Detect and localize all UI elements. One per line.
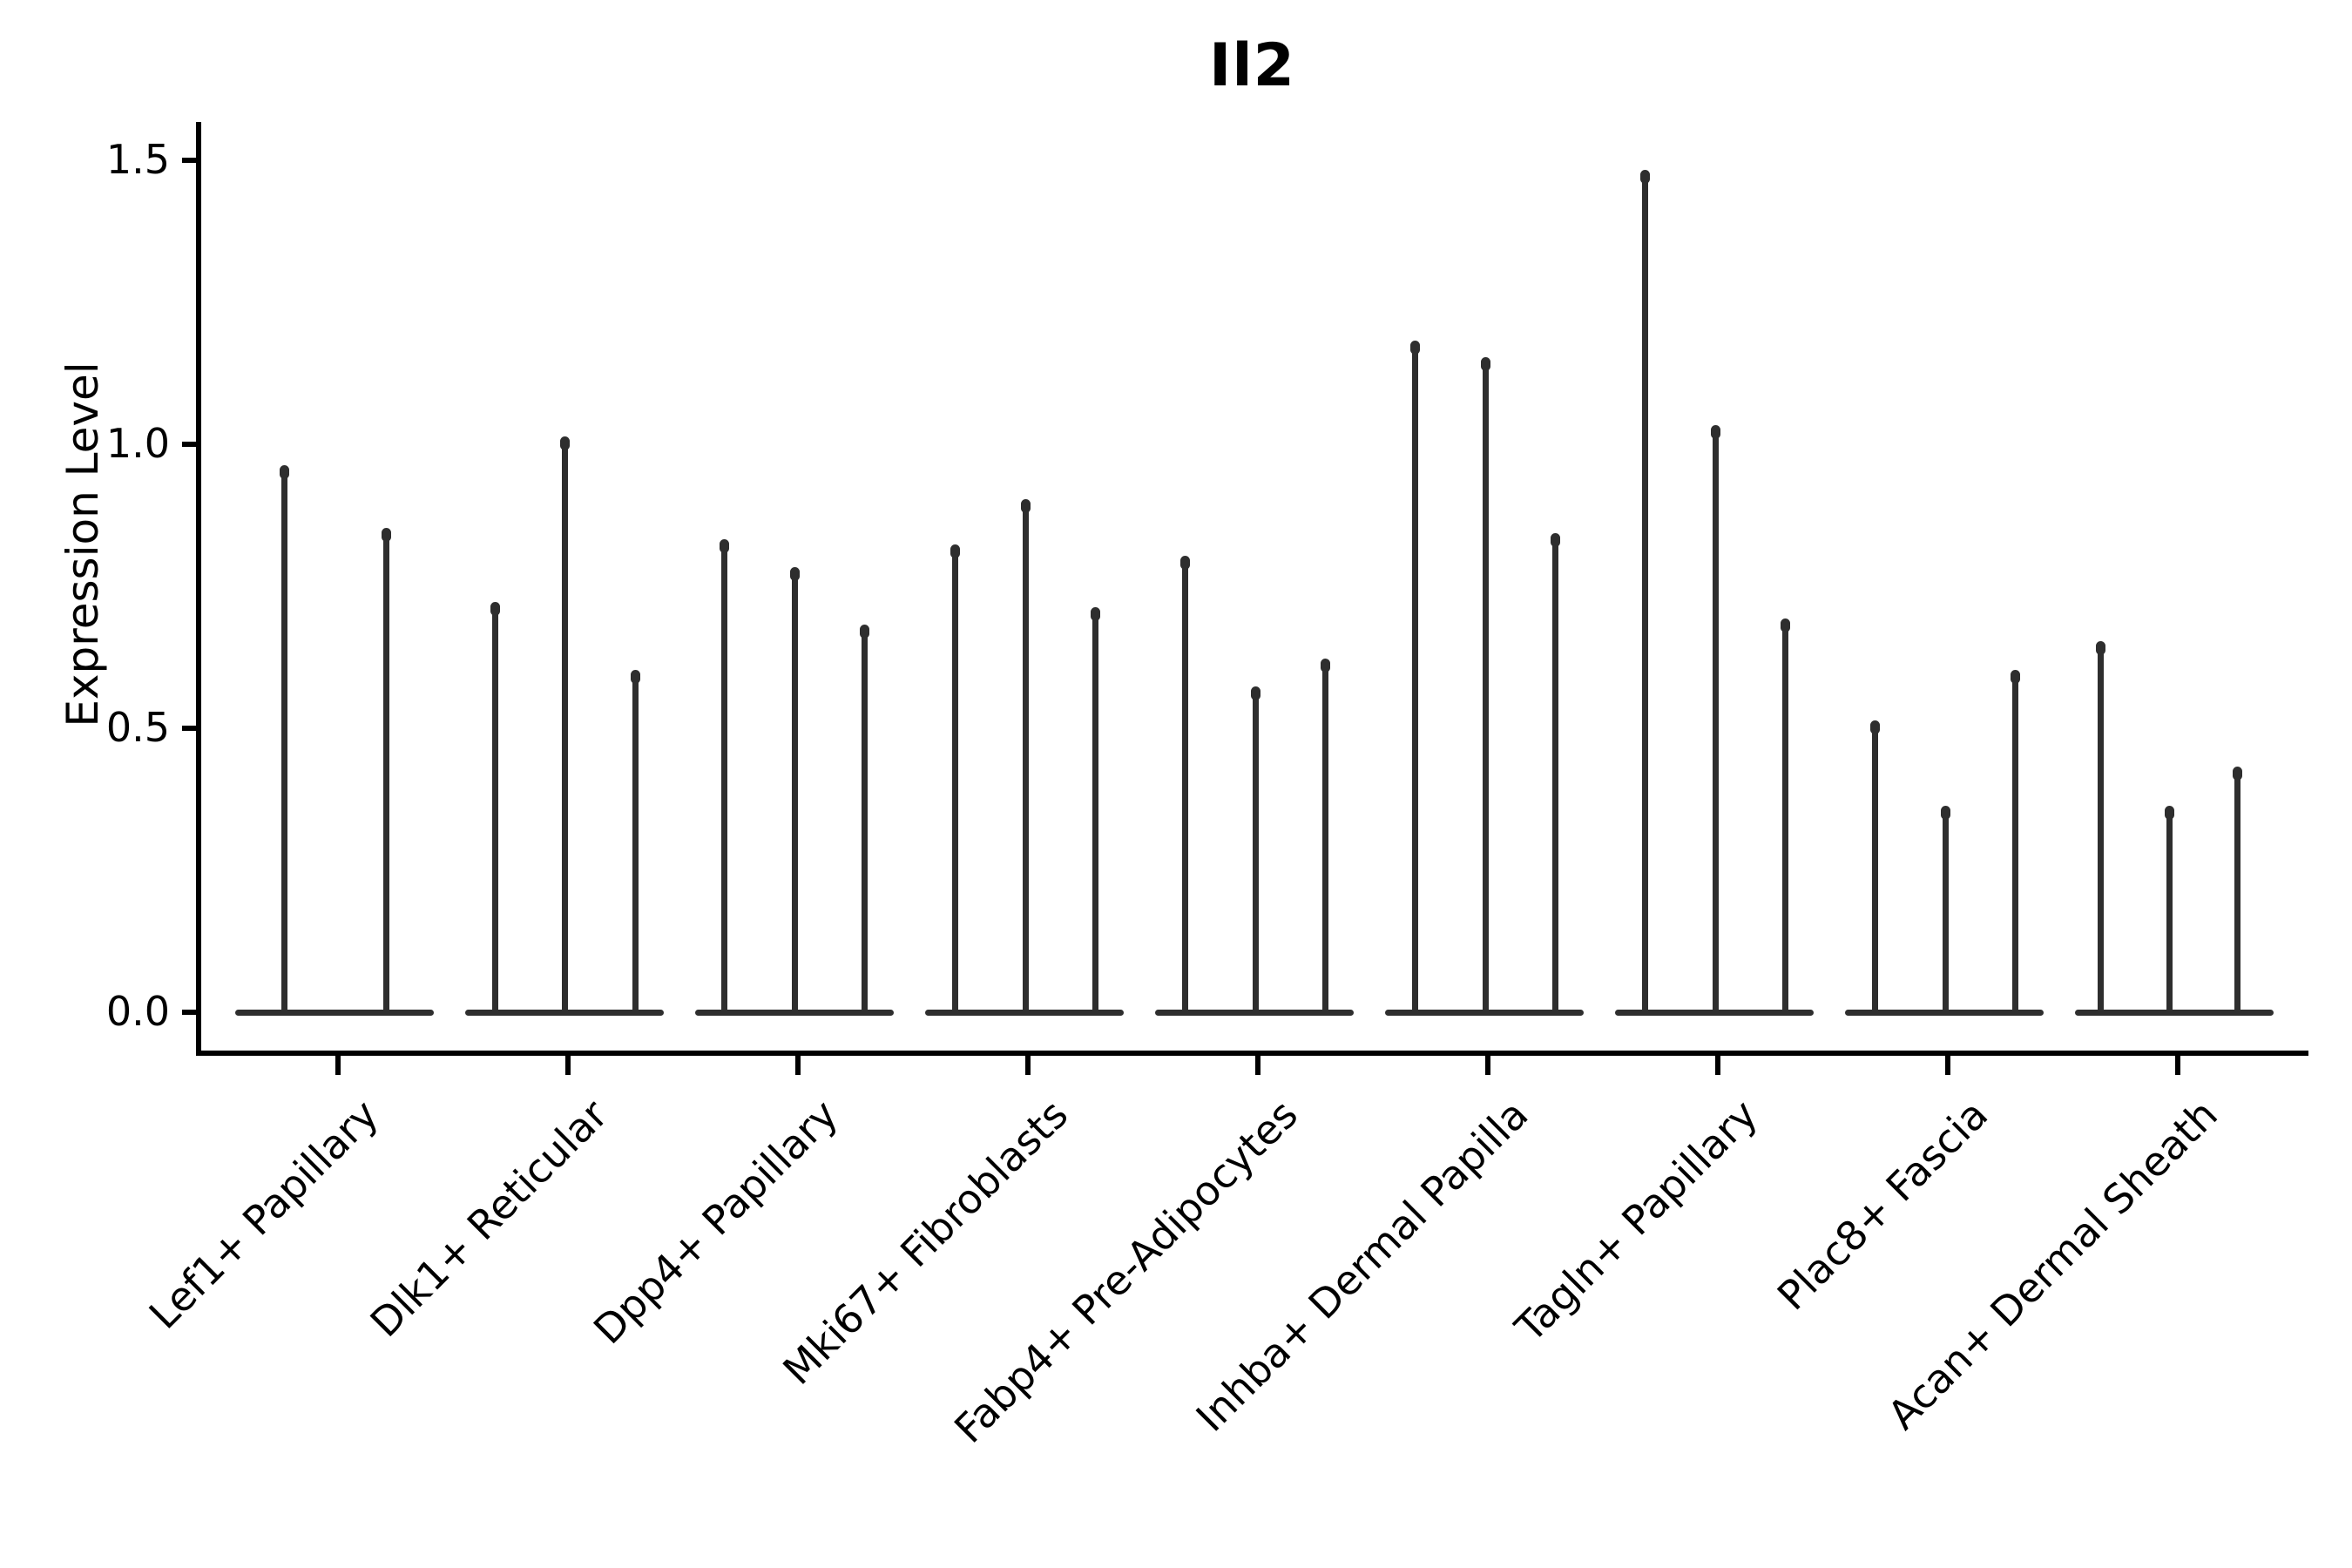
x-tick: [1945, 1056, 1950, 1075]
x-tick-label: Plac8+ Fascia: [1767, 1091, 1997, 1320]
violin-spike: [383, 530, 389, 1016]
y-tick: [182, 442, 197, 447]
violin-spike-cap: [790, 567, 800, 581]
violin-spike: [1483, 359, 1489, 1016]
violin-spike-cap: [1551, 533, 1560, 547]
violin-spike: [2098, 643, 2104, 1016]
violin-spike-cap: [1781, 618, 1790, 632]
violin-spike-cap: [2011, 670, 2020, 684]
x-tick: [2175, 1056, 2180, 1075]
y-tick-label: 0.0: [105, 987, 170, 1035]
y-axis-spine: [196, 122, 201, 1056]
violin-spike: [2166, 808, 2173, 1016]
violin-spike-cap: [280, 465, 289, 479]
violin-spike: [952, 546, 958, 1016]
y-axis-label: Expression Level: [57, 362, 108, 727]
violin-spike-cap: [2165, 806, 2174, 820]
violin-spike-cap: [2233, 767, 2242, 781]
x-tick: [1715, 1056, 1720, 1075]
violin-spike: [492, 604, 498, 1016]
violin-spike: [1713, 427, 1719, 1016]
x-tick: [1255, 1056, 1260, 1075]
violin-spike: [1642, 172, 1648, 1016]
violin-spike-cap: [382, 528, 391, 542]
violin-spike-cap: [860, 625, 869, 639]
violin-spike: [1322, 660, 1328, 1016]
violin-spike-cap: [1410, 341, 1420, 355]
violin-spike: [2234, 768, 2240, 1016]
x-tick-label: Tagln+ Papillary: [1506, 1091, 1767, 1351]
x-tick: [335, 1056, 341, 1075]
x-tick-label: Dlk1+ Reticular: [361, 1091, 618, 1347]
violin-baseline: [235, 1010, 434, 1016]
violin-spike-cap: [950, 544, 960, 558]
violin-spike: [1182, 558, 1188, 1016]
violin-spike-cap: [2096, 641, 2105, 655]
x-tick: [565, 1056, 571, 1075]
violin-spike: [1782, 620, 1788, 1016]
violin-spike-cap: [560, 436, 570, 450]
x-tick-label: Lef1+ Papillary: [139, 1091, 388, 1338]
y-tick: [182, 1010, 197, 1015]
violin-spike: [1552, 535, 1558, 1016]
violin-spike-cap: [1711, 425, 1720, 439]
violin-spike-cap: [1321, 659, 1330, 672]
violin-spike: [562, 438, 568, 1016]
violin-spike-cap: [1941, 806, 1950, 820]
violin-spike-cap: [1481, 357, 1490, 371]
violin-spike: [2012, 672, 2018, 1016]
x-tick: [1025, 1056, 1031, 1075]
violin-baseline: [2075, 1010, 2274, 1016]
violin-spike: [632, 672, 639, 1016]
violin-spike-cap: [1870, 720, 1880, 734]
violin-spike-cap: [720, 539, 729, 553]
x-tick: [795, 1056, 801, 1075]
y-tick-label: 1.0: [105, 419, 170, 467]
violin-spike-cap: [1180, 556, 1190, 570]
y-tick-label: 1.5: [105, 135, 170, 183]
violin-spike: [862, 626, 868, 1016]
violin-spike-cap: [1251, 686, 1260, 700]
violin-spike-cap: [1021, 499, 1031, 513]
y-tick: [182, 158, 197, 163]
violin-spike: [1092, 609, 1098, 1016]
violin-spike-cap: [1091, 607, 1100, 621]
x-tick: [1485, 1056, 1490, 1075]
violin-spike-cap: [631, 670, 640, 684]
violin-spike: [1943, 808, 1949, 1016]
y-tick-label: 0.5: [105, 703, 170, 751]
violin-spike: [281, 467, 287, 1016]
violin-spike: [1253, 688, 1259, 1016]
violin-spike-cap: [490, 602, 500, 616]
x-tick-label: Dpp4+ Papillary: [584, 1091, 848, 1354]
violin-spike: [1023, 501, 1029, 1016]
violin-spike-cap: [1640, 170, 1650, 184]
violin-spike: [721, 541, 727, 1016]
plot-title: Il2: [1209, 31, 1295, 100]
violin-spike: [792, 569, 798, 1016]
violin-spike: [1872, 722, 1878, 1016]
y-tick: [182, 726, 197, 731]
x-axis-spine: [196, 1051, 2308, 1056]
violin-spike: [1412, 342, 1418, 1016]
